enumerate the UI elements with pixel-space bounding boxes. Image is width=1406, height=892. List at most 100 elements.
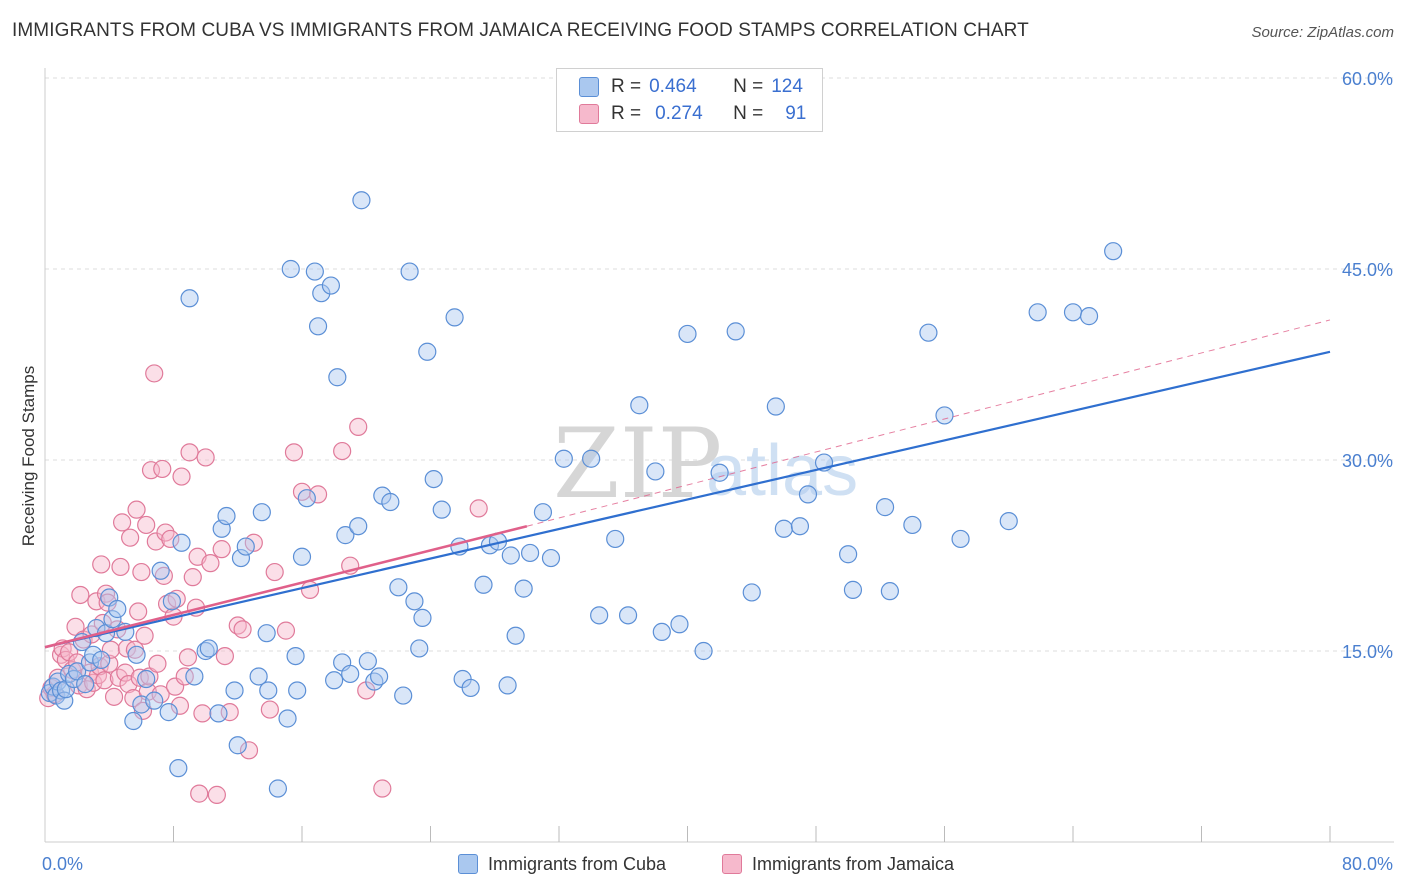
cuba-point: [231, 548, 251, 568]
y-tick-label: 15.0%: [1342, 642, 1393, 662]
cuba-point: [305, 262, 324, 281]
jamaica-point: [71, 585, 90, 605]
jamaica-point: [190, 784, 209, 803]
jamaica-point: [276, 621, 296, 640]
cuba-points: [40, 191, 1123, 798]
cuba-point: [358, 652, 377, 671]
y-tick-label: 30.0%: [1342, 451, 1393, 471]
cuba-point: [694, 641, 713, 661]
jamaica-point: [333, 441, 352, 461]
cuba-point: [652, 622, 671, 642]
cuba-point: [710, 463, 729, 482]
jamaica-point: [119, 675, 138, 694]
jamaica-point: [153, 459, 172, 479]
cuba-point: [839, 545, 858, 564]
stats-legend: R = 0.464 N = 124 R = 0.274 N = 91: [556, 68, 823, 132]
watermark-zip: ZIP: [553, 408, 722, 520]
cuba-point: [410, 639, 429, 658]
cuba-point: [413, 608, 432, 627]
cuba-point: [474, 575, 493, 594]
jamaica-point: [172, 467, 191, 486]
cuba-point: [400, 262, 419, 281]
cuba-point: [288, 681, 307, 700]
cuba-point: [312, 284, 331, 303]
cuba-point: [590, 606, 609, 625]
cuba-point: [55, 691, 74, 710]
cuba-point: [349, 517, 368, 536]
jamaica-point: [111, 557, 130, 577]
jamaica-point: [260, 700, 279, 719]
jamaica-point: [193, 704, 212, 723]
cuba-point: [199, 639, 218, 658]
jamaica-point: [178, 648, 198, 667]
cuba-point: [103, 610, 122, 629]
jamaica-swatch: [579, 104, 599, 124]
cuba-point: [252, 503, 271, 522]
gridlines: [45, 77, 1394, 652]
cuba-point: [76, 675, 95, 694]
jamaica-point: [129, 602, 148, 621]
cuba-point: [432, 500, 451, 519]
cuba-point: [341, 664, 360, 684]
jamaica-legend-label: Immigrants from Jamaica: [752, 853, 955, 874]
cuba-point: [278, 709, 297, 728]
jamaica-point: [95, 671, 114, 690]
jamaica-point: [116, 663, 135, 682]
cuba-point: [514, 579, 533, 598]
legend-row-cuba: R = 0.464 N = 124: [579, 75, 803, 99]
cuba-point: [196, 641, 215, 661]
cuba-point: [903, 515, 922, 535]
cuba-point: [292, 547, 312, 566]
cuba-point: [418, 342, 437, 361]
cuba-point: [798, 485, 818, 504]
cuba-point: [92, 650, 111, 670]
cuba-point: [185, 667, 204, 686]
cuba-point: [1028, 303, 1047, 322]
jamaica-point: [104, 687, 124, 706]
cuba-point: [405, 592, 424, 611]
chart-title: IMMIGRANTS FROM CUBA VS IMMIGRANTS FROM …: [12, 20, 1029, 41]
cuba-point: [259, 681, 278, 700]
jamaica-point: [121, 528, 140, 547]
cuba-point: [137, 669, 156, 689]
cuba-point: [236, 537, 255, 556]
cuba-legend-swatch: [458, 854, 478, 874]
cuba-point: [506, 626, 525, 645]
cuba-point: [124, 711, 143, 731]
trend-lines: [44, 319, 1331, 649]
cuba-point: [646, 462, 665, 481]
cuba-point: [257, 624, 276, 643]
jamaica-point: [196, 448, 215, 467]
jamaica-point: [233, 620, 252, 639]
watermark: ZIP atlas: [553, 408, 858, 520]
cuba-point: [159, 703, 178, 722]
cuba-point: [951, 529, 970, 549]
cuba-n-label: N =: [733, 76, 764, 97]
jamaica-point: [154, 566, 173, 585]
cuba-point: [297, 489, 316, 508]
cuba-point: [286, 646, 305, 666]
cuba-point: [766, 397, 785, 416]
cuba-point: [108, 599, 127, 619]
cuba-point: [875, 498, 895, 517]
cuba-point: [445, 308, 464, 327]
cuba-point: [389, 578, 408, 597]
cuba-point: [498, 676, 517, 695]
cuba-point: [394, 686, 413, 705]
jamaica-points: [39, 364, 488, 804]
cuba-point: [336, 526, 355, 545]
jamaica-point: [183, 568, 202, 587]
cuba-point: [225, 681, 244, 700]
y-tick-label: 60.0%: [1342, 69, 1393, 89]
axis-labels: Receiving Food Stamps 15.0% 30.0% 45.0% 60.…: [19, 69, 1393, 874]
cuba-point: [424, 470, 443, 489]
cuba-point: [151, 561, 170, 580]
jamaica-point: [469, 499, 488, 518]
cuba-point: [281, 259, 300, 279]
watermark-atlas: atlas: [706, 431, 858, 511]
cuba-point: [520, 543, 540, 563]
cuba-point: [461, 678, 480, 698]
cuba-point: [606, 529, 625, 549]
jamaica-point: [207, 785, 226, 804]
